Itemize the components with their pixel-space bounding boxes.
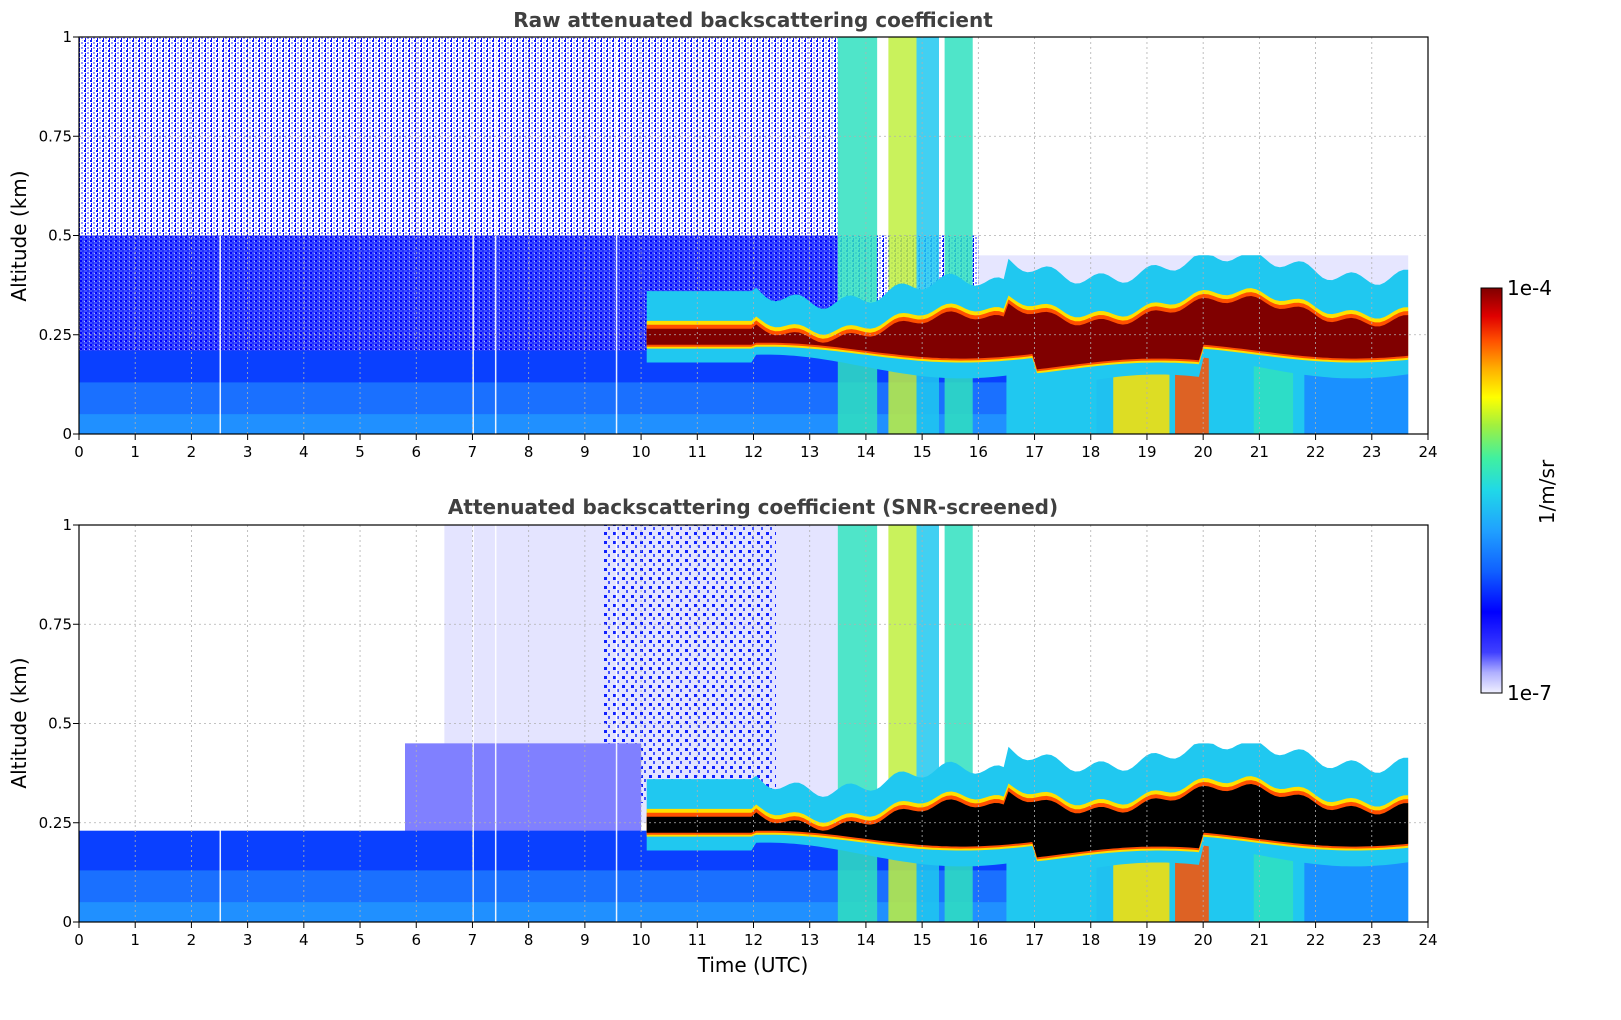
x-tick-label: 14 <box>856 443 875 461</box>
chart-title: Attenuated backscattering coefficient (S… <box>448 495 1058 519</box>
x-tick-label: 21 <box>1250 931 1269 949</box>
x-tick-label: 9 <box>580 443 590 461</box>
clear-air-region <box>405 743 642 835</box>
y-axis-label: Altitude (km) <box>7 657 31 788</box>
x-tick-label: 1 <box>130 443 140 461</box>
y-tick-label: 0 <box>62 913 72 931</box>
x-tick-label: 11 <box>688 443 707 461</box>
x-axis-label: Time (UTC) <box>697 953 809 977</box>
x-axis-ticks: 0 1 2 3 4 5 6 7 8 9 10 11 12 13 14 15 16 17 18 19 20 21 22 23 24 <box>74 434 1438 461</box>
y-tick-label: 0.25 <box>39 814 72 832</box>
x-tick-label: 0 <box>74 931 84 949</box>
x-tick-label: 20 <box>1194 931 1213 949</box>
x-tick-label: 4 <box>299 931 309 949</box>
x-tick-label: 16 <box>969 931 988 949</box>
x-tick-label: 5 <box>355 443 365 461</box>
x-tick-label: 13 <box>800 443 819 461</box>
saturated-core <box>646 784 1409 858</box>
x-axis-ticks: 0 1 2 3 4 5 6 7 8 9 10 11 12 13 14 15 16 17 18 19 20 21 22 23 24 <box>74 922 1438 949</box>
colorbar: 1e-4 1e-7 1/m/sr <box>1480 276 1559 705</box>
x-tick-label: 8 <box>524 443 534 461</box>
x-tick-label: 15 <box>913 931 932 949</box>
x-tick-label: 17 <box>1025 443 1044 461</box>
y-axis-label: Altitude (km) <box>7 170 31 301</box>
x-tick-label: 22 <box>1306 931 1325 949</box>
x-tick-label: 13 <box>800 931 819 949</box>
panel-raw: Raw attenuated backscattering coefficien… <box>7 8 1438 461</box>
x-tick-label: 24 <box>1418 931 1437 949</box>
y-tick-label: 1 <box>62 28 72 46</box>
x-tick-label: 17 <box>1025 931 1044 949</box>
x-tick-label: 23 <box>1362 443 1381 461</box>
x-tick-label: 18 <box>1081 931 1100 949</box>
y-tick-label: 0.75 <box>39 127 72 145</box>
y-tick-label: 0.5 <box>48 227 72 245</box>
x-tick-label: 19 <box>1137 443 1156 461</box>
x-tick-label: 15 <box>913 443 932 461</box>
y-tick-label: 0.25 <box>39 326 72 344</box>
x-tick-label: 6 <box>411 931 421 949</box>
colorbar-max-label: 1e-4 <box>1507 276 1552 300</box>
precipitation-column <box>837 37 878 434</box>
x-tick-label: 8 <box>524 931 534 949</box>
x-tick-label: 12 <box>744 443 763 461</box>
x-tick-label: 16 <box>969 443 988 461</box>
data-gap <box>472 525 474 922</box>
colorbar-bar <box>1480 287 1503 694</box>
data-gap <box>615 37 618 434</box>
x-tick-label: 1 <box>130 931 140 949</box>
noise-region <box>79 37 838 236</box>
x-tick-label: 18 <box>1081 443 1100 461</box>
panel-screened: Attenuated backscattering coefficient (S… <box>7 495 1438 977</box>
x-tick-label: 22 <box>1306 443 1325 461</box>
x-tick-label: 24 <box>1418 443 1437 461</box>
x-tick-label: 9 <box>580 931 590 949</box>
y-tick-label: 0.5 <box>48 715 72 733</box>
y-tick-label: 0.75 <box>39 615 72 633</box>
x-tick-label: 7 <box>468 931 478 949</box>
x-tick-label: 10 <box>632 443 651 461</box>
chart-title: Raw attenuated backscattering coefficien… <box>513 8 993 32</box>
no-data-region <box>1408 525 1428 922</box>
gridlines <box>79 525 1428 922</box>
x-tick-label: 14 <box>856 931 875 949</box>
x-tick-label: 0 <box>74 443 84 461</box>
y-tick-label: 1 <box>62 516 72 534</box>
x-tick-label: 2 <box>187 443 197 461</box>
y-tick-label: 0 <box>62 425 72 443</box>
x-tick-label: 20 <box>1194 443 1213 461</box>
x-tick-label: 3 <box>243 443 253 461</box>
x-tick-label: 10 <box>632 931 651 949</box>
x-tick-label: 21 <box>1250 443 1269 461</box>
x-tick-label: 6 <box>411 443 421 461</box>
x-tick-label: 11 <box>688 931 707 949</box>
x-tick-label: 23 <box>1362 931 1381 949</box>
x-tick-label: 2 <box>187 931 197 949</box>
colorbar-label: 1/m/sr <box>1535 459 1559 524</box>
cloud-layer-core <box>646 296 1409 370</box>
x-tick-label: 7 <box>468 443 478 461</box>
data-gap <box>615 525 618 922</box>
x-tick-label: 19 <box>1137 931 1156 949</box>
x-tick-label: 5 <box>355 931 365 949</box>
y-axis-ticks: 0 0.25 0.5 0.75 1 <box>39 516 79 931</box>
no-data-region <box>1408 37 1428 434</box>
gridlines <box>79 37 1428 434</box>
y-axis-ticks: 0 0.25 0.5 0.75 1 <box>39 28 79 443</box>
colorbar-min-label: 1e-7 <box>1507 681 1552 705</box>
x-tick-label: 12 <box>744 931 763 949</box>
precipitation-column <box>837 525 878 922</box>
x-tick-label: 4 <box>299 443 309 461</box>
data-gap <box>472 37 474 434</box>
x-tick-label: 3 <box>243 931 253 949</box>
